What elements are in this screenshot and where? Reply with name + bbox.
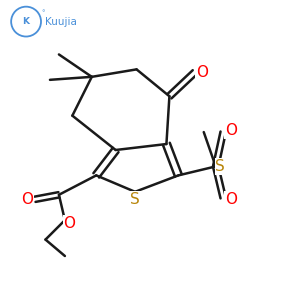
Text: °: ° [42,10,45,16]
Text: S: S [215,159,225,174]
Text: O: O [63,216,75,231]
Text: S: S [130,192,140,207]
Text: O: O [22,192,34,207]
Text: O: O [196,65,208,80]
Text: K: K [22,17,30,26]
Text: O: O [225,192,237,207]
Text: O: O [225,123,237,138]
Text: Kuujia: Kuujia [45,16,77,27]
